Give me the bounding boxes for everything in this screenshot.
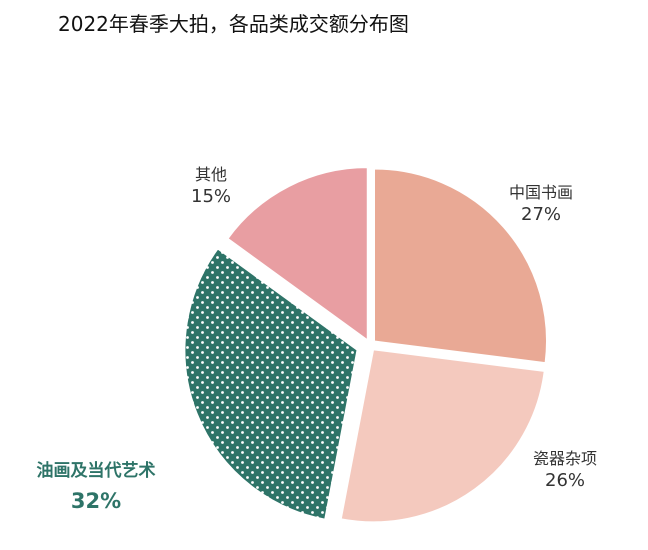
slice-value: 32% [70, 489, 122, 513]
pie-slice-1 [340, 349, 545, 523]
pie-slice-3 [227, 167, 368, 341]
slice-label-3: 其他 15% [191, 164, 231, 208]
pie-slice-2 [184, 248, 358, 520]
slice-label-0: 中国书画 27% [509, 182, 573, 226]
pie-slice-0 [374, 168, 547, 364]
slice-name: 瓷器杂项 [532, 449, 598, 468]
slice-name: 其他 [194, 165, 228, 184]
slice-name: 油画及当代艺术 [36, 461, 156, 481]
slice-value: 27% [520, 204, 562, 225]
slice-value: 15% [190, 186, 232, 207]
slice-label-2: 油画及当代艺术 32% [37, 456, 156, 516]
slice-value: 26% [544, 470, 586, 491]
chart-title: 2022年春季大拍，各品类成交额分布图 [58, 12, 409, 36]
slice-label-1: 瓷器杂项 26% [533, 448, 597, 492]
slice-name: 中国书画 [508, 183, 574, 202]
